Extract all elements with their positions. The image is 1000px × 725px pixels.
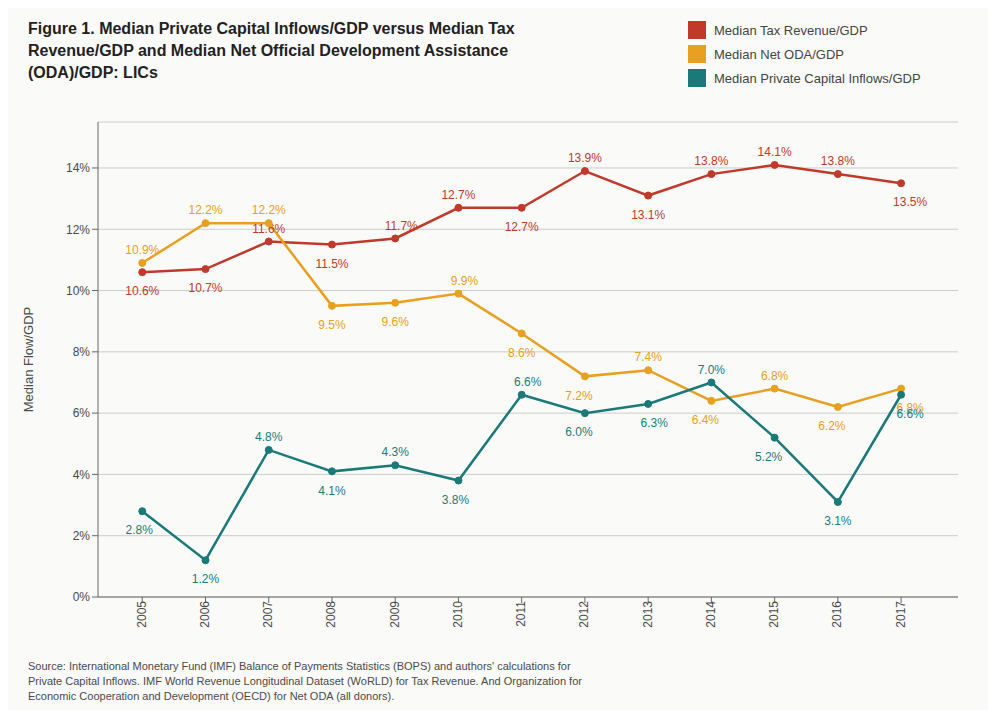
svg-text:12%: 12% [66,223,90,237]
svg-text:2010: 2010 [451,601,465,628]
svg-text:3.1%: 3.1% [824,514,852,528]
svg-text:12.7%: 12.7% [505,220,539,234]
svg-text:8.6%: 8.6% [508,346,536,360]
svg-text:9.6%: 9.6% [382,315,410,329]
svg-text:6.6%: 6.6% [896,407,924,421]
svg-text:2012: 2012 [577,601,591,628]
svg-text:13.5%: 13.5% [893,195,927,209]
html-text:(ODA)/GDP: LICs: (ODA)/GDP: LICs [28,64,158,81]
svg-text:12.7%: 12.7% [441,188,475,202]
svg-text:10.6%: 10.6% [125,284,159,298]
svg-text:3.8%: 3.8% [442,493,470,507]
svg-text:6.4%: 6.4% [692,413,720,427]
svg-text:13.1%: 13.1% [631,208,665,222]
svg-text:4.1%: 4.1% [318,484,346,498]
svg-text:1.2%: 1.2% [192,572,220,586]
svg-text:14.1%: 14.1% [758,145,792,159]
svg-text:2011: 2011 [514,601,528,627]
svg-text:2017: 2017 [894,601,908,628]
svg-text:2013: 2013 [641,601,655,628]
svg-text:2007: 2007 [261,601,275,628]
svg-text:6.0%: 6.0% [565,425,593,439]
svg-text:6%: 6% [73,406,91,420]
html-text:Source: International Monetary: Source: International Monetary Fund (IMF… [28,660,571,672]
svg-text:10.9%: 10.9% [125,243,159,257]
svg-text:2006: 2006 [198,601,212,628]
svg-text:10%: 10% [66,284,90,298]
svg-text:2014: 2014 [704,601,718,628]
html-text:Median Private Capital Inflows: Median Private Capital Inflows/GDP [714,70,921,86]
svg-text:Median Flow/GDP: Median Flow/GDP [21,307,36,412]
svg-text:13.8%: 13.8% [694,154,728,168]
html-text:Economic Cooperation and Devel: Economic Cooperation and Development (OE… [28,690,395,702]
svg-text:10.7%: 10.7% [188,281,222,295]
html-text:Figure 1. Median Private Capit: Figure 1. Median Private Capital Inflows… [28,20,515,37]
html-text:Median Tax Revenue/GDP: Median Tax Revenue/GDP [714,22,868,38]
svg-text:0%: 0% [73,590,91,604]
svg-text:2009: 2009 [388,601,402,628]
svg-text:11.5%: 11.5% [315,257,348,271]
svg-text:14%: 14% [66,161,90,175]
html-text:Median Net ODA/GDP: Median Net ODA/GDP [714,46,844,62]
svg-text:2016: 2016 [830,601,844,628]
svg-text:12.2%: 12.2% [188,203,222,217]
svg-text:6.6%: 6.6% [514,375,542,389]
svg-text:11.6%: 11.6% [252,221,286,236]
svg-text:4.8%: 4.8% [255,430,283,444]
svg-text:7.2%: 7.2% [565,389,593,403]
svg-text:2015: 2015 [767,601,781,628]
svg-text:6.3%: 6.3% [640,416,668,430]
svg-text:4.3%: 4.3% [382,445,410,459]
svg-text:2%: 2% [73,529,91,543]
svg-text:8%: 8% [73,345,91,359]
svg-text:13.8%: 13.8% [821,154,855,168]
svg-text:6.8%: 6.8% [761,369,789,383]
svg-text:11.7%: 11.7% [385,219,418,233]
svg-text:2.8%: 2.8% [126,523,154,537]
svg-text:9.9%: 9.9% [451,274,479,288]
svg-text:5.2%: 5.2% [755,450,783,464]
svg-text:7.4%: 7.4% [634,350,662,364]
html-text:Revenue/GDP and Median Net Off: Revenue/GDP and Median Net Official Deve… [28,42,509,59]
svg-text:4%: 4% [73,468,91,482]
svg-text:12.2%: 12.2% [252,203,286,217]
html-text:Private Capital Inflows. IMF W: Private Capital Inflows. IMF World Reven… [28,675,582,687]
svg-text:2005: 2005 [135,601,149,628]
svg-text:9.5%: 9.5% [318,318,346,332]
svg-text:7.0%: 7.0% [698,363,726,377]
svg-text:13.9%: 13.9% [568,151,602,165]
svg-text:2008: 2008 [324,601,338,628]
svg-text:6.2%: 6.2% [818,419,846,433]
